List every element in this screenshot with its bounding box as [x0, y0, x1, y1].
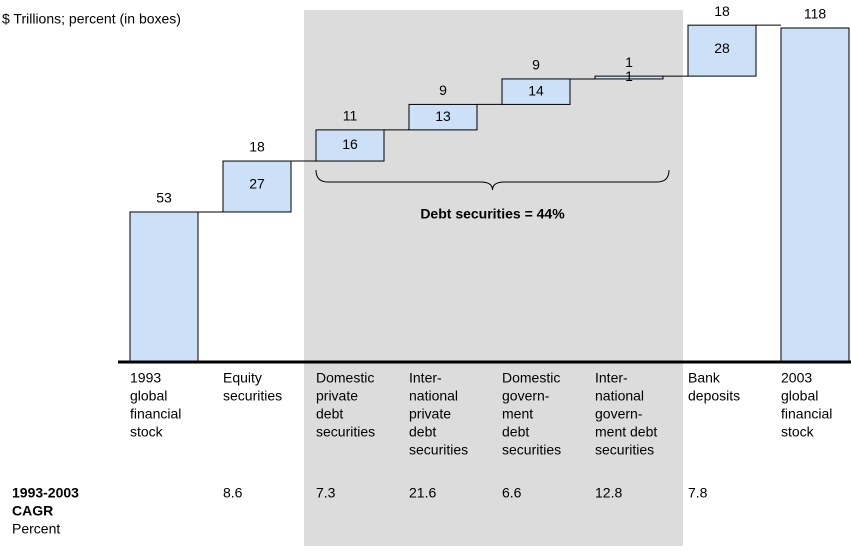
value-label: 118	[804, 6, 827, 22]
bar	[687, 24, 757, 77]
annotation: Debt securities = 44%	[420, 206, 565, 222]
brace	[315, 169, 670, 191]
category-label: debt	[316, 406, 343, 422]
value-label: 18	[714, 3, 730, 19]
share-label: 1	[625, 68, 633, 84]
category-label: national	[409, 388, 458, 404]
category-label: ment debt	[595, 424, 657, 440]
category-label: 2003	[781, 370, 812, 386]
value-label: 18	[249, 139, 265, 155]
category-label: Inter-	[595, 370, 628, 386]
cagr-label: CAGR	[12, 503, 53, 519]
bar	[222, 160, 292, 213]
share-label: 16	[342, 136, 358, 152]
category-label: govern-	[502, 388, 550, 404]
highlight-region	[304, 10, 683, 546]
category-label: securities	[316, 424, 375, 440]
category-label: Bank	[688, 370, 721, 386]
cagr-value: 6.6	[502, 485, 522, 501]
value-label: 53	[156, 190, 172, 206]
category-label: debt	[502, 424, 529, 440]
category-label: ment	[502, 406, 533, 422]
category-label: 1993	[130, 370, 161, 386]
cagr-value: 21.6	[409, 485, 436, 501]
cagr-value: 7.3	[316, 485, 336, 501]
bar	[408, 103, 478, 131]
cagr-label: 1993-2003	[12, 485, 79, 501]
cagr-value: 12.8	[595, 485, 622, 501]
bar	[501, 78, 571, 105]
category-label: securities	[595, 442, 654, 458]
share-label: 28	[714, 40, 730, 56]
cagr-unit: Percent	[12, 521, 60, 537]
bar	[780, 27, 850, 363]
share-label: 14	[528, 82, 544, 98]
category-label: global	[130, 388, 167, 404]
bar	[594, 75, 664, 80]
category-label: stock	[781, 424, 815, 440]
category-label: private	[409, 406, 451, 422]
share-label: 27	[249, 176, 265, 192]
category-label: govern-	[595, 406, 643, 422]
category-label: global	[781, 388, 818, 404]
category-label: deposits	[688, 388, 740, 404]
category-label: securities	[502, 442, 561, 458]
share-label: 13	[435, 108, 451, 124]
category-label: Domestic	[502, 370, 560, 386]
category-label: securities	[409, 442, 468, 458]
value-label: 9	[532, 57, 540, 73]
category-label: Domestic	[316, 370, 374, 386]
bar	[129, 211, 199, 363]
cagr-value: 7.8	[688, 485, 708, 501]
chart-title: $ Trillions; percent (in boxes)	[2, 11, 181, 27]
category-label: private	[316, 388, 358, 404]
category-label: national	[595, 388, 644, 404]
value-label: 11	[343, 108, 358, 124]
category-label: stock	[130, 424, 164, 440]
category-label: financial	[781, 406, 832, 422]
value-label: 9	[439, 82, 447, 98]
value-label: 1	[625, 54, 633, 70]
category-label: debt	[409, 424, 436, 440]
bar	[315, 129, 385, 162]
category-label: securities	[223, 388, 282, 404]
category-label: Equity	[223, 370, 262, 386]
category-label: Inter-	[409, 370, 442, 386]
cagr-value: 8.6	[223, 485, 243, 501]
category-label: financial	[130, 406, 181, 422]
